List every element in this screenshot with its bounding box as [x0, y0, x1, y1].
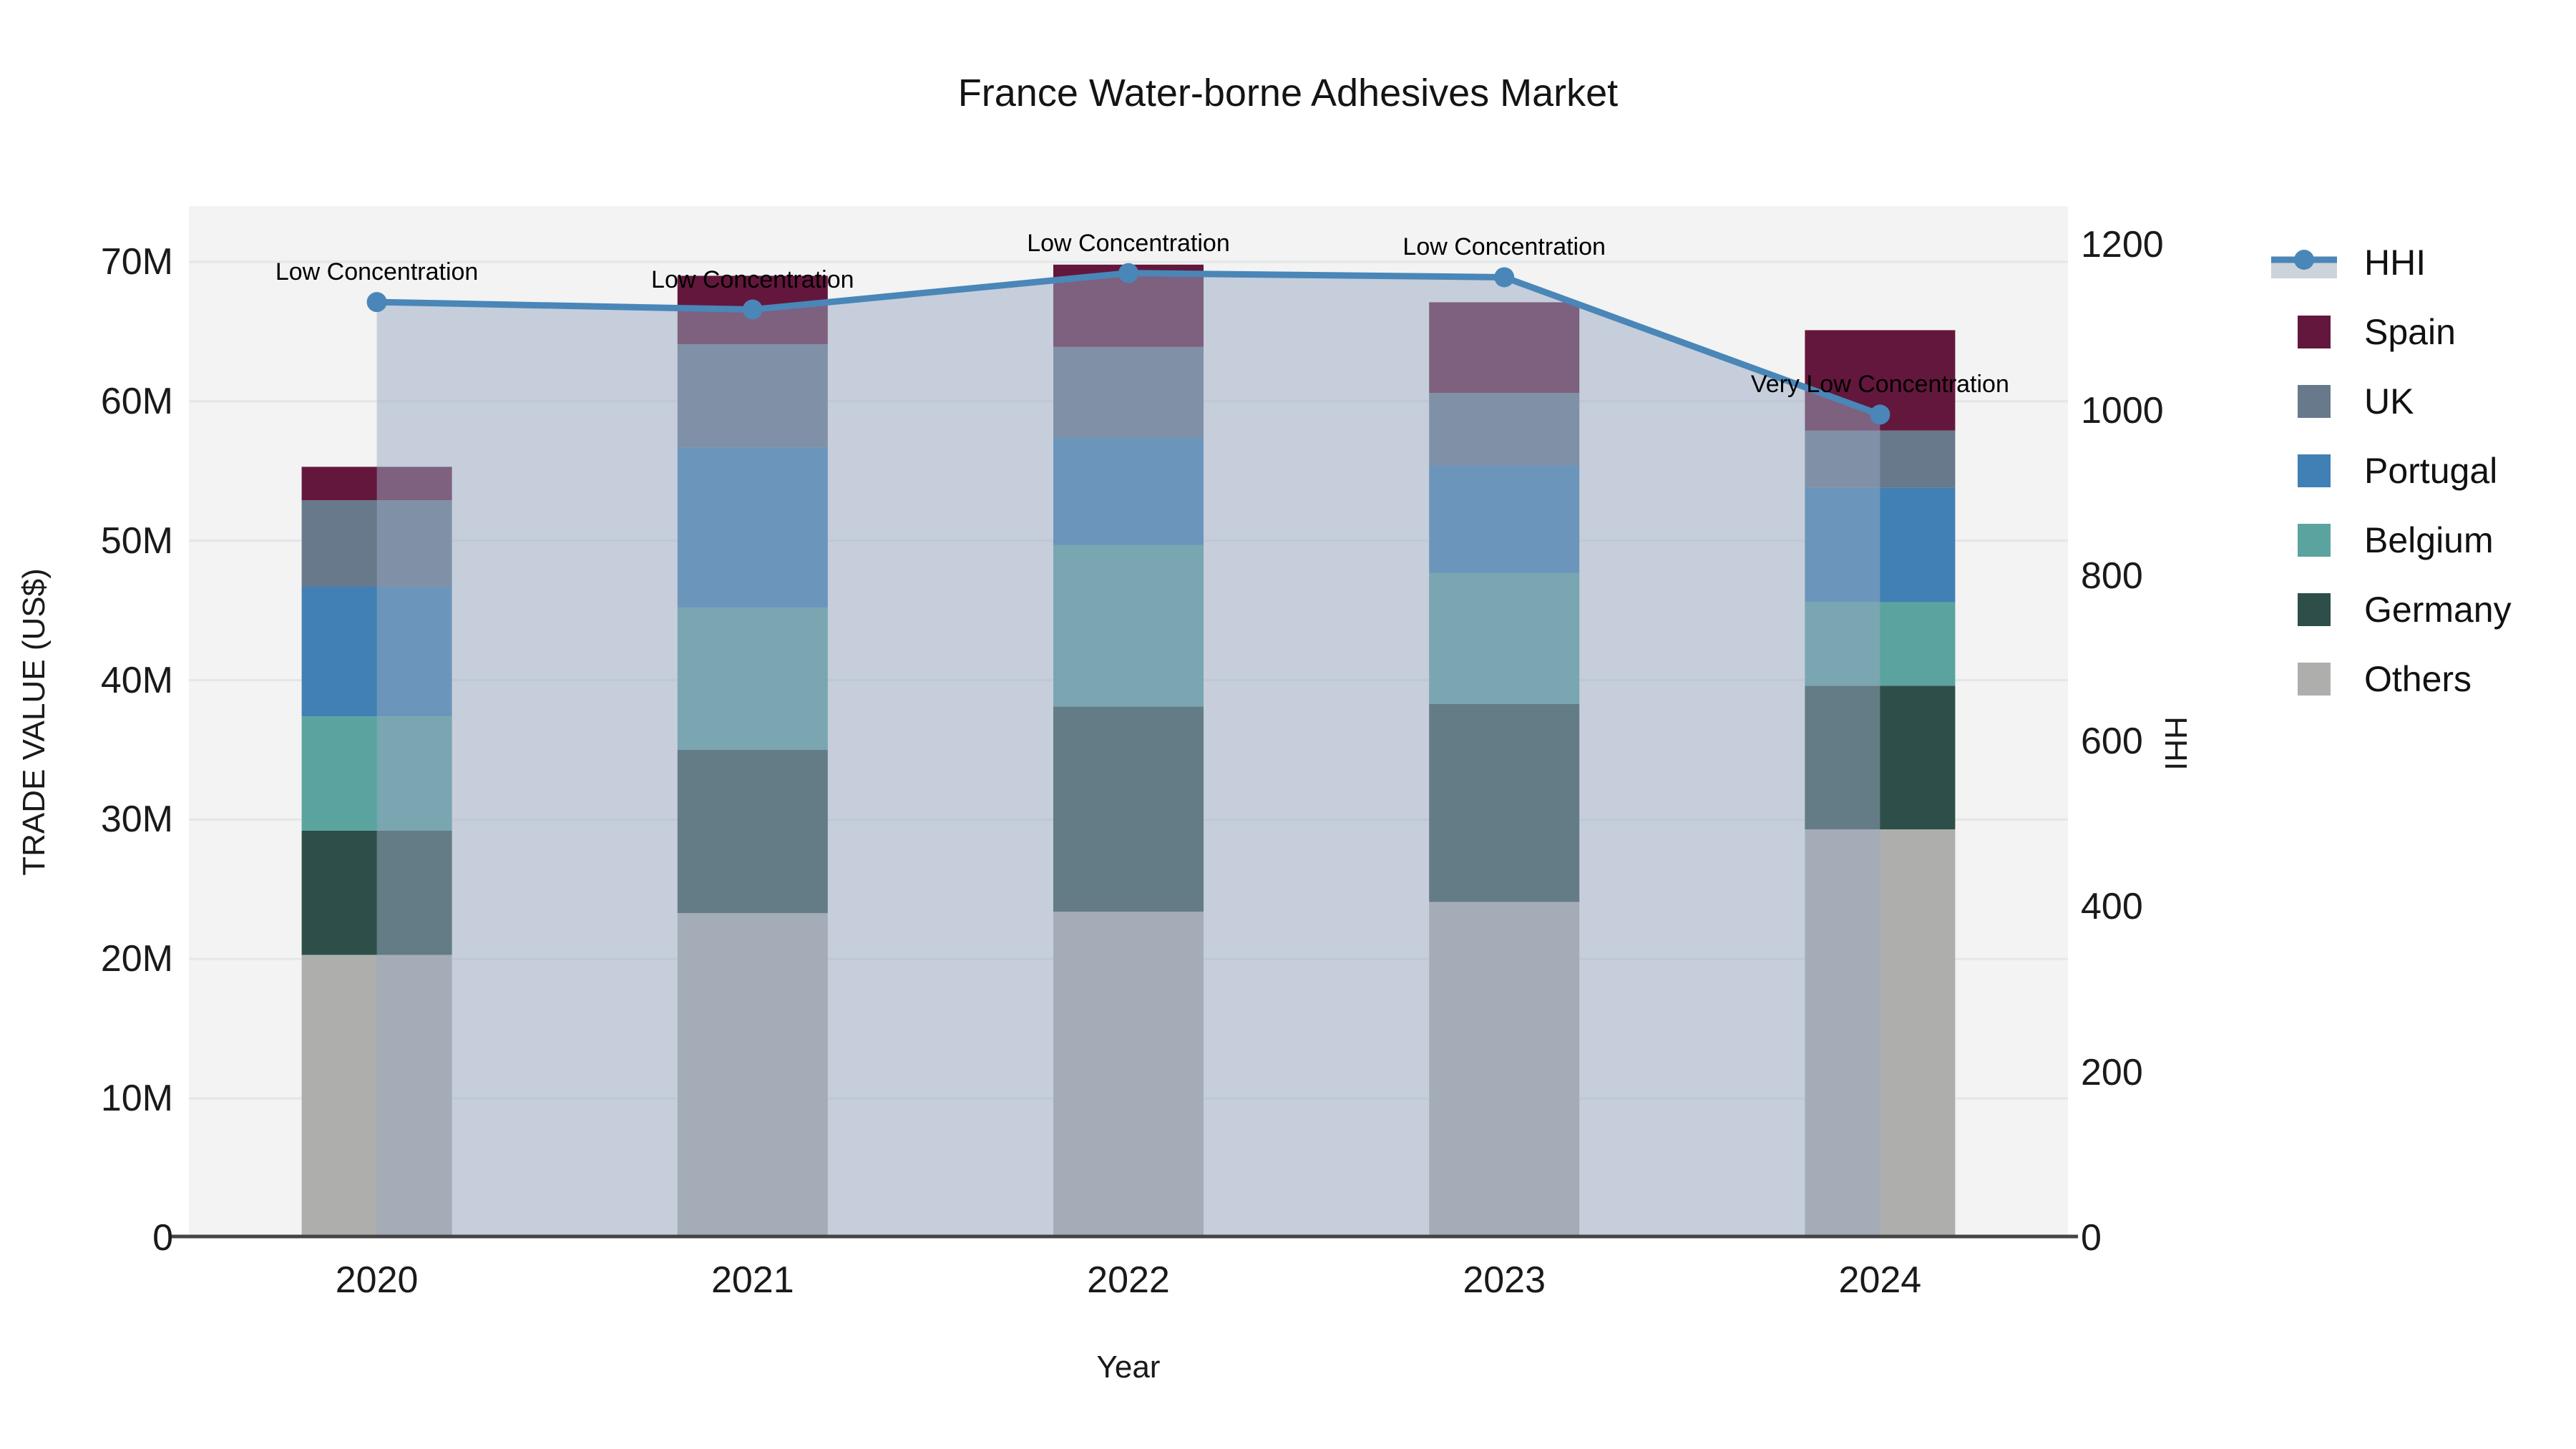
legend-color-swatch [2270, 588, 2341, 631]
x-tick-2024: 2024 [1838, 1259, 1922, 1301]
y-right-tick-400: 400 [2081, 886, 2143, 928]
hhi-line-icon [2271, 249, 2337, 278]
legend-label: Portugal [2364, 450, 2498, 491]
plot-area [170, 206, 2078, 1239]
y-left-tick-40M: 40M [100, 659, 173, 701]
legend-color-swatch [2270, 519, 2341, 562]
swatch-others [2298, 662, 2331, 696]
hhi-marker-2023 [1494, 267, 1515, 288]
swatch-spain [2298, 315, 2331, 348]
y-left-tick-30M: 30M [100, 799, 173, 841]
hhi-marker-2021 [742, 299, 763, 320]
y-left-tick-50M: 50M [100, 519, 173, 562]
legend-item-hhi: HHI [2270, 228, 2512, 297]
x-axis-label: Year [1096, 1350, 1161, 1385]
hhi-marker-2020 [366, 292, 387, 313]
legend-color-swatch [2270, 311, 2341, 353]
swatch-uk [2298, 384, 2331, 418]
legend-item-portugal: Portugal [2270, 436, 2512, 505]
swatch-germany [2298, 592, 2331, 626]
legend-hhi-line-sample [2270, 241, 2341, 284]
annotation-2022: Low Concentration [1027, 229, 1230, 257]
legend-color-swatch [2270, 380, 2341, 423]
legend-label: UK [2364, 381, 2414, 421]
legend-label: Others [2364, 658, 2472, 699]
legend-item-uk: UK [2270, 366, 2512, 436]
swatch-belgium [2298, 523, 2331, 557]
annotation-2021: Low Concentration [651, 265, 854, 293]
y-left-tick-20M: 20M [100, 938, 173, 980]
legend-item-belgium: Belgium [2270, 505, 2512, 575]
x-tick-2020: 2020 [335, 1259, 419, 1301]
legend-label: HHI [2364, 242, 2426, 283]
legend-label: Belgium [2364, 519, 2494, 560]
legend-item-spain: Spain [2270, 297, 2512, 366]
legend-label: Spain [2364, 311, 2456, 352]
legend-item-others: Others [2270, 644, 2512, 713]
x-tick-2023: 2023 [1463, 1259, 1546, 1301]
y-axis-label-right: HHI [2158, 716, 2193, 771]
hhi-area-fill [376, 273, 1880, 1238]
y-right-tick-600: 600 [2081, 721, 2143, 763]
hhi-marker-2024 [1870, 404, 1890, 425]
y-left-tick-10M: 10M [100, 1078, 173, 1120]
swatch-portugal [2298, 454, 2331, 487]
y-right-tick-0: 0 [2081, 1217, 2102, 1259]
annotation-2024: Very Low Concentration [1750, 371, 2009, 399]
legend-label: Germany [2364, 589, 2512, 630]
annotation-2020: Low Concentration [275, 258, 479, 286]
y-right-tick-200: 200 [2081, 1051, 2143, 1093]
x-tick-2022: 2022 [1087, 1259, 1170, 1301]
legend: HHI Spain UK Portugal Belgium Germany Others [2270, 228, 2512, 713]
annotation-2023: Low Concentration [1402, 233, 1606, 261]
y-right-tick-1200: 1200 [2081, 224, 2164, 266]
legend-item-germany: Germany [2270, 575, 2512, 644]
y-left-tick-0: 0 [152, 1217, 173, 1259]
x-tick-2021: 2021 [711, 1259, 794, 1301]
hhi-marker-2022 [1118, 263, 1138, 283]
y-right-tick-1000: 1000 [2081, 389, 2164, 431]
chart-title-line1: France Water-borne Adhesives Market [957, 72, 1619, 114]
y-left-tick-70M: 70M [100, 240, 173, 283]
y-left-tick-60M: 60M [100, 380, 173, 422]
legend-color-swatch [2270, 658, 2341, 701]
y-right-tick-800: 800 [2081, 555, 2143, 597]
legend-color-swatch [2270, 449, 2341, 492]
